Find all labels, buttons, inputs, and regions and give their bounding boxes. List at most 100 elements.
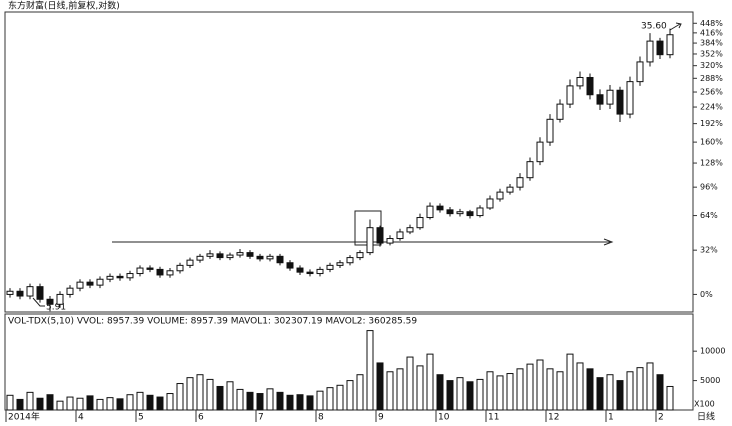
y-tick-label: 160% xyxy=(700,138,723,147)
candle-body xyxy=(86,281,94,286)
y-tick-label: 10000 xyxy=(700,347,725,356)
candle-body xyxy=(436,205,444,211)
candle-body xyxy=(266,255,274,260)
candle-body xyxy=(606,89,614,105)
y-tick-label: 192% xyxy=(700,119,723,128)
candle-body xyxy=(336,262,344,266)
high-annotation: 35.60 xyxy=(641,22,667,32)
candle-body xyxy=(276,255,284,264)
candle-body xyxy=(366,227,374,254)
volume-bar xyxy=(56,400,64,411)
candle-body xyxy=(636,61,644,83)
x-tick-label: 11 xyxy=(488,413,499,423)
y-tick-label: 0% xyxy=(700,290,713,299)
candle-body xyxy=(36,286,44,300)
candle-body xyxy=(106,275,114,280)
y-tick-label: 224% xyxy=(700,103,723,112)
candle-body xyxy=(446,209,454,215)
candle-body xyxy=(536,141,544,163)
volume-bar xyxy=(186,377,194,411)
y-tick-label: 32% xyxy=(700,246,718,255)
volume-bar xyxy=(396,368,404,411)
candle-body xyxy=(196,255,204,261)
candle-body xyxy=(256,255,264,260)
candle-body xyxy=(176,264,184,272)
volume-bar xyxy=(346,380,354,411)
candle-body xyxy=(6,290,14,295)
volume-bar xyxy=(136,391,144,411)
candle-body xyxy=(496,191,504,200)
candle-body xyxy=(236,252,244,256)
candle-body xyxy=(416,217,424,229)
volume-bar xyxy=(306,395,314,411)
candle-body xyxy=(26,286,34,297)
candle-body xyxy=(596,94,604,105)
candle-body xyxy=(396,231,404,240)
y-tick-label: 5000 xyxy=(700,376,720,385)
candle-body xyxy=(556,103,564,120)
volume-bar xyxy=(596,377,604,411)
volume-bar xyxy=(566,353,574,411)
volume-bar xyxy=(466,381,474,411)
volume-bar xyxy=(406,356,414,411)
volume-bar xyxy=(456,377,464,411)
candle-body xyxy=(156,268,164,276)
y-tick-label: 288% xyxy=(700,74,723,83)
volume-bar xyxy=(126,394,134,411)
y-tick-label: 384% xyxy=(700,39,723,48)
x-tick-label: 8 xyxy=(318,413,324,423)
volume-bar xyxy=(576,362,584,411)
volume-bar xyxy=(216,385,224,411)
volume-bar xyxy=(516,368,524,411)
candle-body xyxy=(346,257,354,264)
volume-bar xyxy=(226,381,234,411)
y-tick-label: 96% xyxy=(700,183,718,192)
volume-bar xyxy=(416,365,424,411)
volume-bar xyxy=(556,371,564,411)
volume-bar xyxy=(496,375,504,411)
volume-bar xyxy=(46,394,54,411)
candle-body xyxy=(526,161,534,179)
candle-body xyxy=(486,198,494,209)
candle-body xyxy=(326,264,334,270)
candle-body xyxy=(136,267,144,275)
candle-body xyxy=(516,177,524,188)
candle-body xyxy=(46,298,54,305)
volume-bar xyxy=(536,359,544,411)
volume-bar xyxy=(296,394,304,411)
volume-bar xyxy=(256,393,264,411)
volume-bar xyxy=(176,383,184,411)
candle-body xyxy=(666,34,674,56)
candle-body xyxy=(626,81,634,115)
volume-bar xyxy=(96,398,104,411)
period-label: 日线 xyxy=(697,411,715,423)
volume-bar xyxy=(656,374,664,411)
volume-bar xyxy=(506,373,514,411)
x-tick-label: 2 xyxy=(658,413,664,423)
candle-body xyxy=(216,253,224,259)
y-tick-label: 416% xyxy=(700,28,723,37)
candle-body xyxy=(646,40,654,63)
candle-body xyxy=(206,253,214,257)
volume-bar xyxy=(26,391,34,411)
candle-body xyxy=(296,267,304,273)
volume-bar xyxy=(356,374,364,411)
volume-bar xyxy=(236,388,244,411)
x-tick-label: 7 xyxy=(258,413,264,423)
volume-bar xyxy=(316,390,324,411)
volume-bar xyxy=(666,385,674,411)
volume-bar xyxy=(326,387,334,411)
volume-bar xyxy=(606,374,614,411)
volume-bar xyxy=(366,330,374,411)
candle-body xyxy=(376,227,384,244)
volume-bar xyxy=(386,371,394,411)
candle-body xyxy=(546,118,554,143)
y-tick-label: 448% xyxy=(700,19,723,28)
volume-bar xyxy=(426,353,434,411)
candle-body xyxy=(456,211,464,215)
candle-body xyxy=(286,262,294,269)
volume-bar xyxy=(16,398,24,411)
volume-unit: X100 xyxy=(694,400,715,409)
candle-body xyxy=(466,211,474,217)
volume-bar xyxy=(86,395,94,411)
